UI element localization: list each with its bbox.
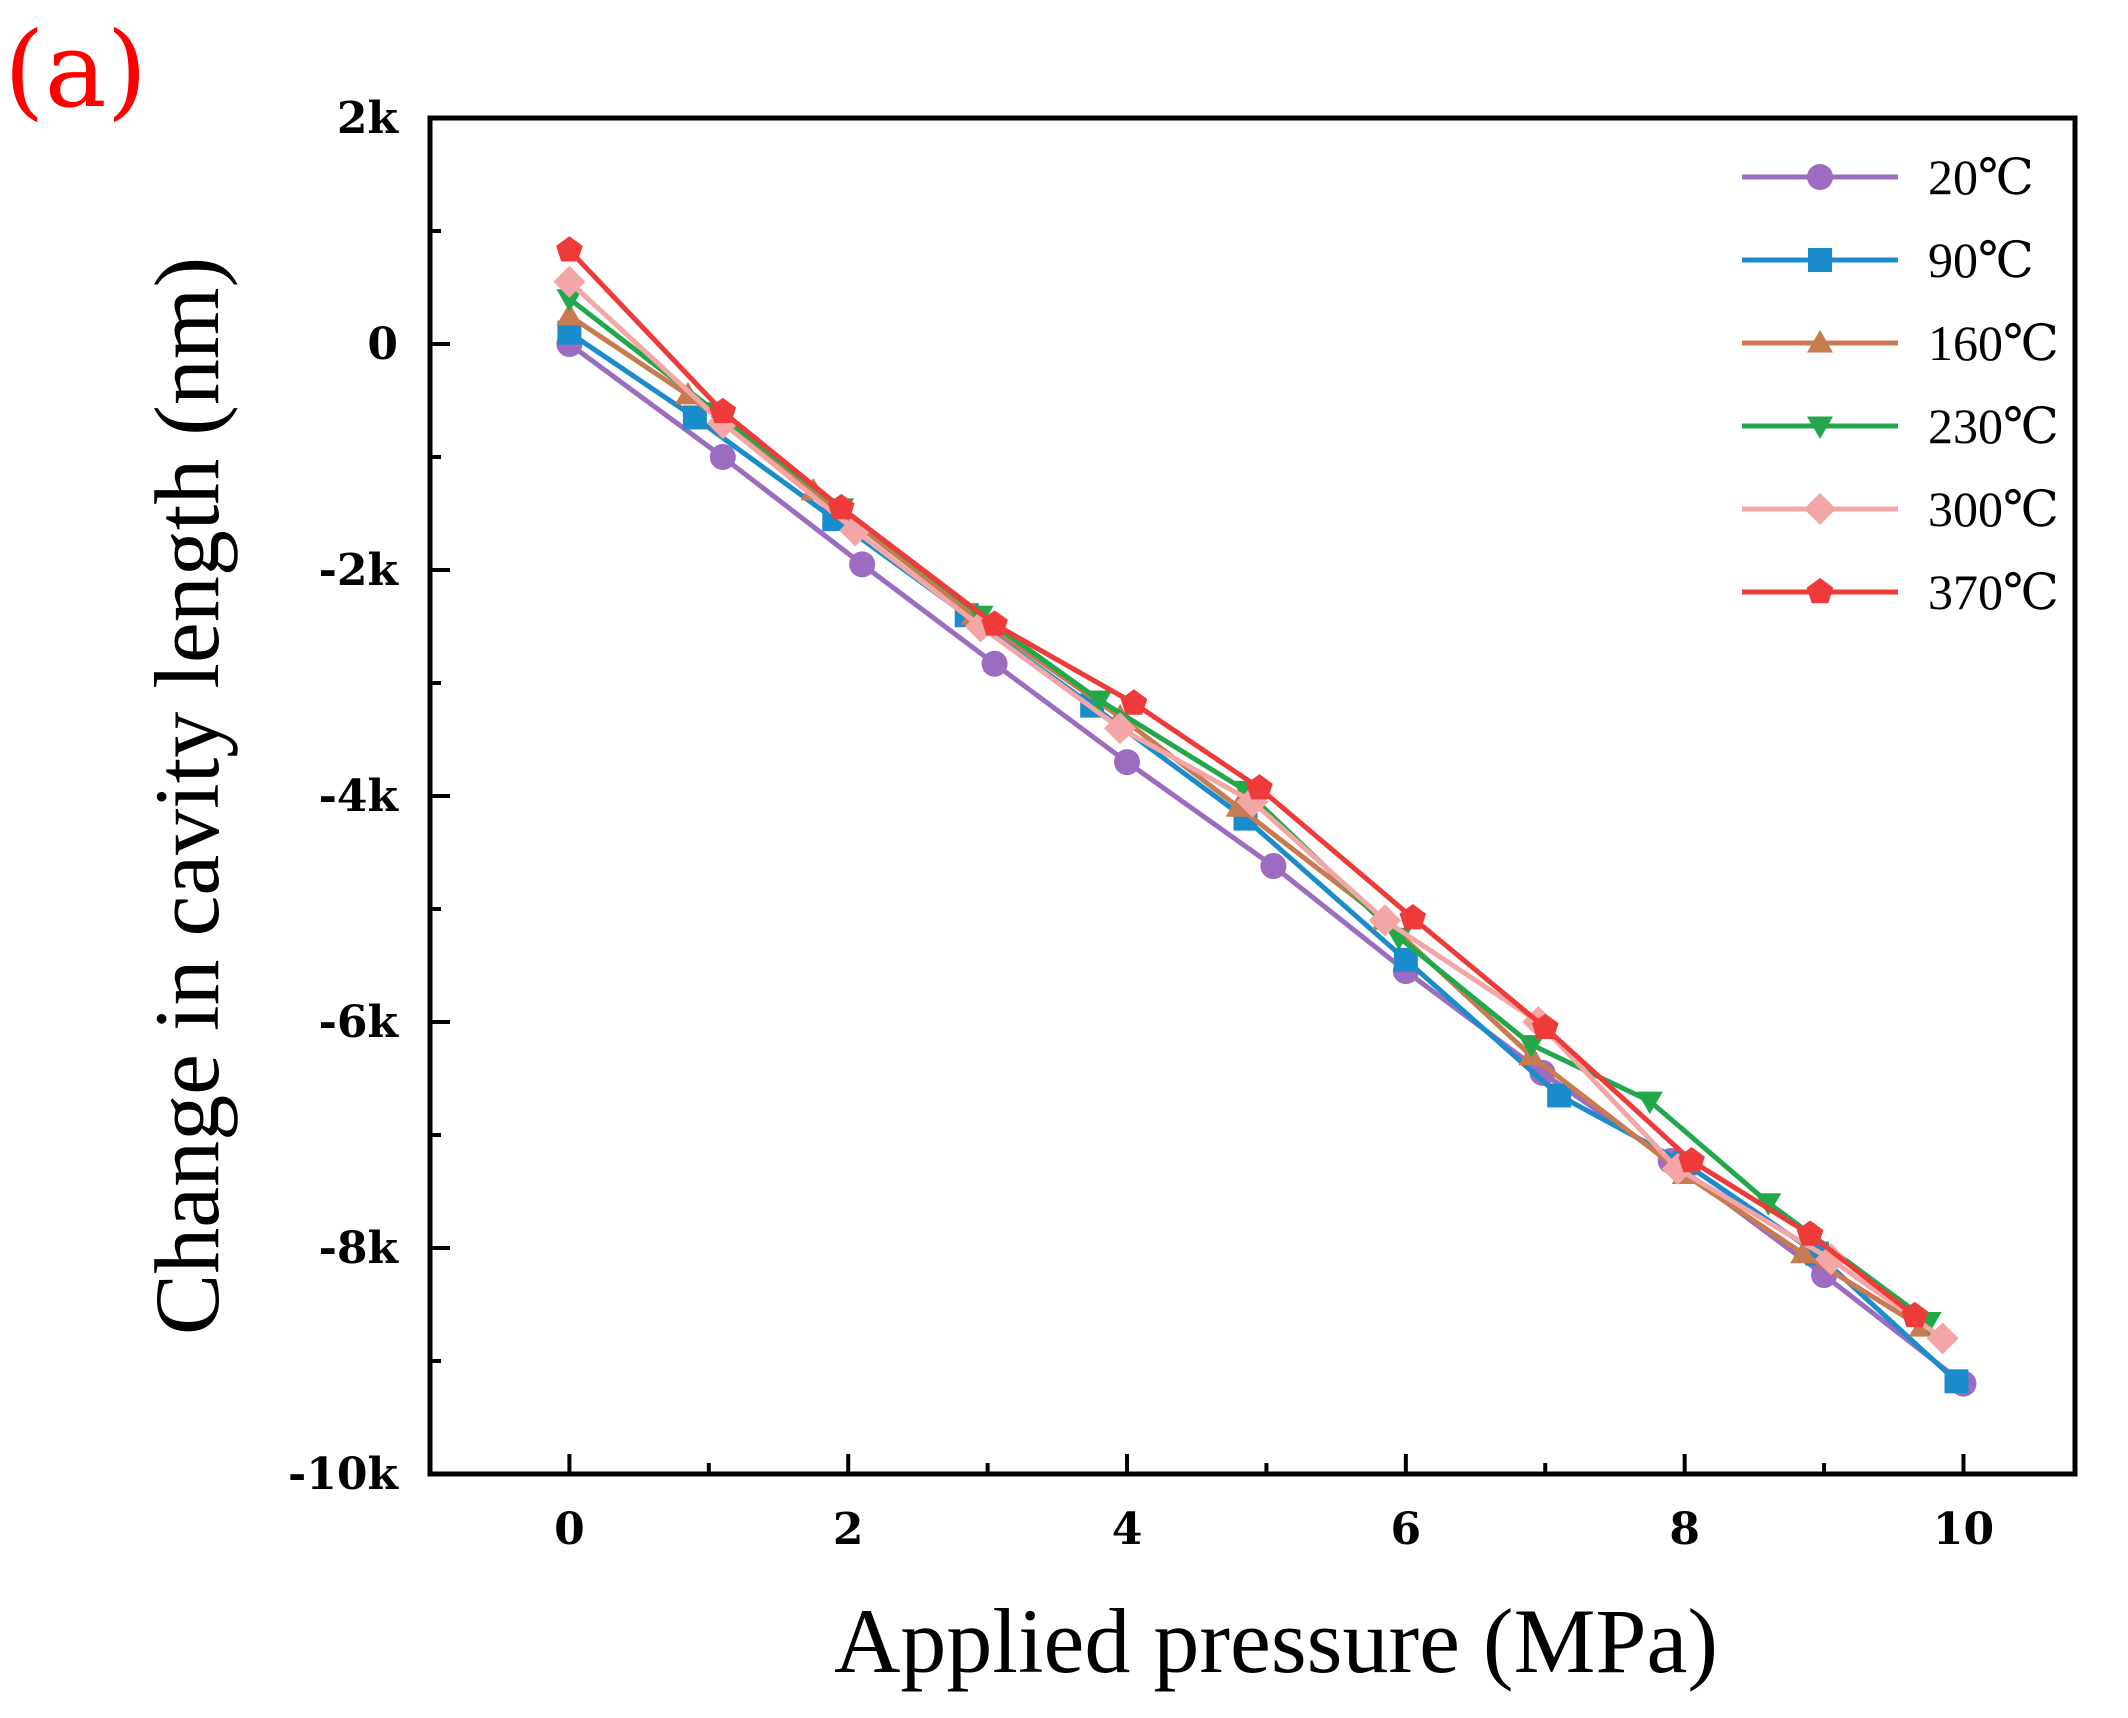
data-point — [1790, 1240, 1817, 1264]
legend-marker — [1807, 330, 1833, 353]
series-370C — [556, 236, 1928, 1328]
y-tick-label: -10k — [288, 1449, 399, 1500]
data-point — [1260, 853, 1287, 880]
legend-item: 300℃ — [1742, 481, 2059, 537]
legend-marker — [1808, 248, 1832, 272]
data-point — [1225, 794, 1252, 817]
data-point — [709, 444, 736, 470]
data-point — [1518, 1035, 1545, 1058]
data-point — [1547, 1083, 1572, 1108]
data-point — [1678, 1147, 1705, 1173]
data-point — [556, 236, 583, 262]
legend-marker — [1807, 416, 1833, 439]
y-tick-label: -8k — [319, 1223, 400, 1274]
data-point — [1944, 1369, 1969, 1394]
data-point — [1531, 1013, 1559, 1039]
data-point — [556, 302, 583, 326]
data-point — [1368, 904, 1401, 937]
data-point — [1926, 1322, 1959, 1355]
legend-marker — [1804, 493, 1836, 525]
legend-item: 370℃ — [1742, 564, 2059, 620]
data-point — [709, 397, 737, 424]
panel-label: (a) — [4, 9, 147, 131]
data-point — [553, 265, 586, 298]
data-point — [1796, 1220, 1824, 1246]
legend-item: 90℃ — [1742, 232, 2034, 288]
data-point — [1120, 689, 1148, 715]
data-point — [1114, 749, 1141, 776]
y-tick-label: 0 — [367, 319, 398, 370]
x-tick-label: 6 — [1391, 1504, 1422, 1555]
series-layer — [553, 236, 1977, 1397]
x-tick-label: 2 — [833, 1504, 864, 1555]
data-point — [1529, 1059, 1556, 1086]
legend-marker — [1806, 578, 1834, 604]
y-axis-title: Change in cavity length (nm) — [136, 257, 238, 1335]
y-tick-label: 2k — [337, 93, 400, 144]
x-tick-label: 0 — [554, 1504, 585, 1555]
y-tick-label: -6k — [319, 997, 400, 1048]
legend-item: 160℃ — [1742, 315, 2059, 371]
legend-label: 230℃ — [1928, 398, 2059, 454]
data-point — [1815, 1243, 1847, 1276]
data-point — [556, 289, 583, 312]
legend-label: 20℃ — [1928, 149, 2034, 205]
legend-label: 370℃ — [1928, 564, 2059, 620]
x-tick-label: 10 — [1933, 1504, 1994, 1555]
y-tick-label: -4k — [319, 771, 400, 822]
y-tick-label: -2k — [319, 545, 400, 596]
data-point — [981, 610, 1008, 636]
legend-item: 20℃ — [1742, 149, 2034, 205]
x-axis-title: Applied pressure (MPa) — [834, 1590, 1718, 1692]
data-point — [981, 650, 1008, 677]
legend-marker — [1807, 164, 1833, 190]
y-axis: 2k 0 -2k -4k -6k -8k -10k — [288, 93, 450, 1500]
data-point — [849, 551, 876, 578]
data-point — [1086, 690, 1113, 713]
legend-label: 300℃ — [1928, 481, 2059, 537]
legend-item: 230℃ — [1742, 398, 2059, 454]
data-point — [1636, 1091, 1663, 1115]
data-point — [1399, 904, 1427, 930]
data-point — [1755, 1193, 1782, 1216]
legend: 20℃ 90℃ 160℃ 230℃ 300℃ 370℃ — [1742, 149, 2059, 620]
data-point — [827, 493, 855, 520]
data-point — [1104, 712, 1137, 745]
x-axis: 0 2 4 6 8 10 — [554, 1454, 1994, 1555]
data-point — [1246, 774, 1273, 800]
legend-label: 160℃ — [1928, 315, 2059, 371]
x-tick-label: 4 — [1112, 1504, 1143, 1555]
x-tick-label: 8 — [1669, 1504, 1700, 1555]
legend-label: 90℃ — [1928, 232, 2034, 288]
data-point — [1901, 1301, 1928, 1328]
